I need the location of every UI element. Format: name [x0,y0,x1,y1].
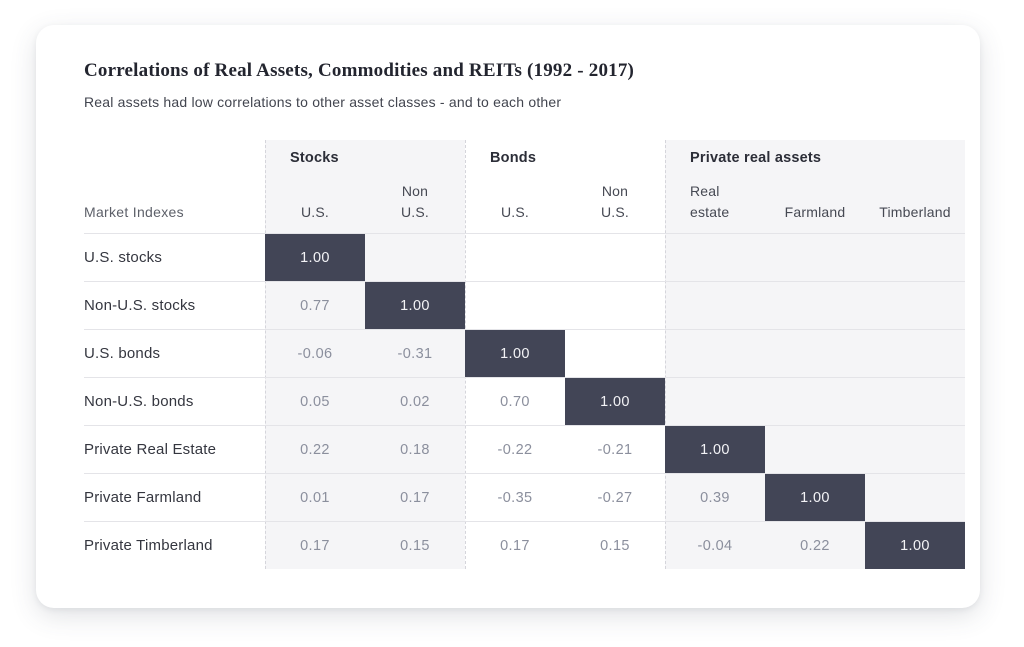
correlation-cell-diagonal: 1.00 [265,234,365,281]
correlation-cell: 0.01 [300,489,330,506]
column-header-farmland: Farmland [784,203,846,220]
infographic-card: Correlations of Real Assets, Commodities… [36,25,980,608]
correlation-cell: -0.35 [497,489,533,506]
table-row-non-us-bonds: Non-U.S. bonds 0.05 0.02 0.70 1.00 [84,377,965,425]
market-indexes-label: Market Indexes [84,204,184,220]
table-row-us-stocks: U.S. stocks 1.00 [84,233,965,281]
correlation-cell [865,330,965,377]
correlation-cell [865,378,965,425]
group-header-private-real-assets: Private real assets [690,150,822,166]
table-row-non-us-stocks: Non-U.S. stocks 0.77 1.00 [84,281,965,329]
column-header-bonds-non-us: Non U.S. [600,183,630,220]
correlation-cell [665,282,765,329]
table-row-us-bonds: U.S. bonds -0.06 -0.31 1.00 [84,329,965,377]
correlation-cell [865,426,965,473]
table-row-private-timberland: Private Timberland 0.17 0.15 0.17 0.15 -… [84,521,965,569]
correlation-cell [865,234,965,281]
correlation-cell: 0.77 [300,297,330,314]
correlation-cell: 0.17 [500,537,530,554]
correlation-cell-diagonal: 1.00 [665,426,765,473]
row-label: U.S. stocks [84,249,163,266]
correlation-cell: -0.21 [597,441,633,458]
correlation-cell [565,282,665,329]
correlation-cell: 0.22 [800,537,830,554]
correlation-cell [665,234,765,281]
correlation-cell: 0.15 [400,537,430,554]
correlation-cell-diagonal: 1.00 [565,378,665,425]
row-label: Private Timberland [84,537,213,554]
correlation-cell: -0.27 [597,489,633,506]
correlation-cell [465,234,565,281]
correlation-cell: 0.70 [500,393,530,410]
correlation-cell-diagonal: 1.00 [465,330,565,377]
correlation-cell: 0.39 [700,489,730,506]
correlation-cell-diagonal: 1.00 [865,522,965,569]
correlation-cell: 0.15 [600,537,630,554]
row-label: Private Farmland [84,489,202,506]
correlation-cell: 0.18 [400,441,430,458]
column-header-stocks-non-us: Non U.S. [400,183,430,220]
column-header-stocks-us: U.S. [300,203,330,220]
group-header-row: Stocks Bonds Private real assets [84,140,965,178]
correlation-cell [365,234,465,281]
correlation-cell [765,378,865,425]
correlation-cell: 0.17 [400,489,430,506]
correlation-cell: -0.31 [397,345,433,362]
correlation-cell [665,330,765,377]
group-header-bonds: Bonds [490,150,537,166]
row-label: Non-U.S. bonds [84,393,194,410]
row-label: Non-U.S. stocks [84,297,196,314]
correlation-cell: 0.17 [300,537,330,554]
correlation-cell: -0.22 [497,441,533,458]
table-header: Stocks Bonds Private real assets Market … [84,140,965,233]
table-row-private-real-estate: Private Real Estate 0.22 0.18 -0.22 -0.2… [84,425,965,473]
column-header-bonds-us: U.S. [500,203,530,220]
correlation-cell-diagonal: 1.00 [365,282,465,329]
correlation-cell-diagonal: 1.00 [765,474,865,521]
dashed-divider [665,140,666,569]
correlation-cell [565,234,665,281]
group-header-stocks: Stocks [290,150,339,166]
correlation-cell: 0.02 [400,393,430,410]
correlation-cell [865,474,965,521]
column-header-timberland: Timberland [879,203,951,220]
subcolumn-header-row: Market Indexes U.S. Non U.S. U.S. Non U.… [84,178,965,233]
page-subtitle: Real assets had low correlations to othe… [84,94,562,110]
row-label: Private Real Estate [84,441,217,458]
correlation-cell [765,330,865,377]
correlation-cell [665,378,765,425]
dashed-divider [265,140,266,569]
correlation-cell [565,330,665,377]
stocks-group-background [265,140,465,569]
correlation-cell [765,282,865,329]
correlation-cell: -0.04 [697,537,733,554]
column-header-real-estate: Real estate [690,183,730,220]
correlation-cell [765,426,865,473]
table-row-private-farmland: Private Farmland 0.01 0.17 -0.35 -0.27 0… [84,473,965,521]
correlation-cell [865,282,965,329]
correlation-cell: 0.22 [300,441,330,458]
correlation-cell: 0.05 [300,393,330,410]
correlation-cell [765,234,865,281]
correlation-cell [465,282,565,329]
page-title: Correlations of Real Assets, Commodities… [84,60,635,81]
correlation-table: Stocks Bonds Private real assets Market … [84,140,965,569]
row-label: U.S. bonds [84,345,161,362]
group-header-spacer [84,140,265,178]
correlation-cell: -0.06 [297,345,333,362]
